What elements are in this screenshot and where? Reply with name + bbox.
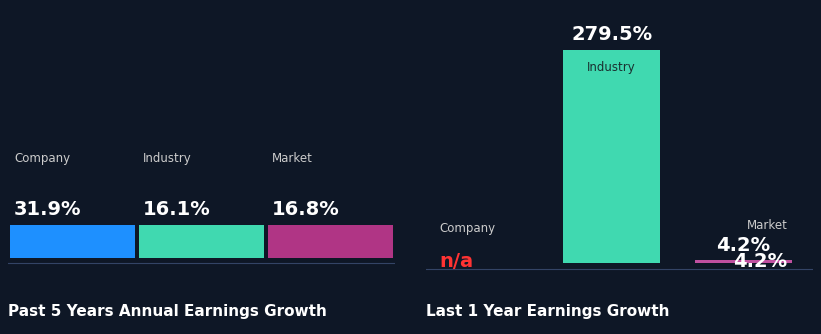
- Text: Company: Company: [439, 222, 496, 235]
- Bar: [268, 225, 393, 258]
- Bar: [563, 49, 660, 263]
- Text: Market: Market: [747, 219, 787, 232]
- Bar: [10, 225, 135, 258]
- Text: Industry: Industry: [143, 152, 191, 165]
- Text: Company: Company: [14, 152, 70, 165]
- Text: n/a: n/a: [439, 252, 474, 271]
- Text: 4.2%: 4.2%: [716, 235, 770, 255]
- Text: Market: Market: [272, 152, 313, 165]
- Text: 31.9%: 31.9%: [14, 200, 81, 219]
- Text: Industry: Industry: [587, 60, 636, 73]
- Text: 16.1%: 16.1%: [143, 200, 211, 219]
- Text: Last 1 Year Earnings Growth: Last 1 Year Earnings Growth: [426, 304, 669, 319]
- Bar: [695, 260, 791, 263]
- Bar: [139, 225, 264, 258]
- Text: 16.8%: 16.8%: [272, 200, 340, 219]
- Text: Past 5 Years Annual Earnings Growth: Past 5 Years Annual Earnings Growth: [8, 304, 327, 319]
- Text: 279.5%: 279.5%: [571, 25, 652, 44]
- Text: 4.2%: 4.2%: [733, 252, 787, 271]
